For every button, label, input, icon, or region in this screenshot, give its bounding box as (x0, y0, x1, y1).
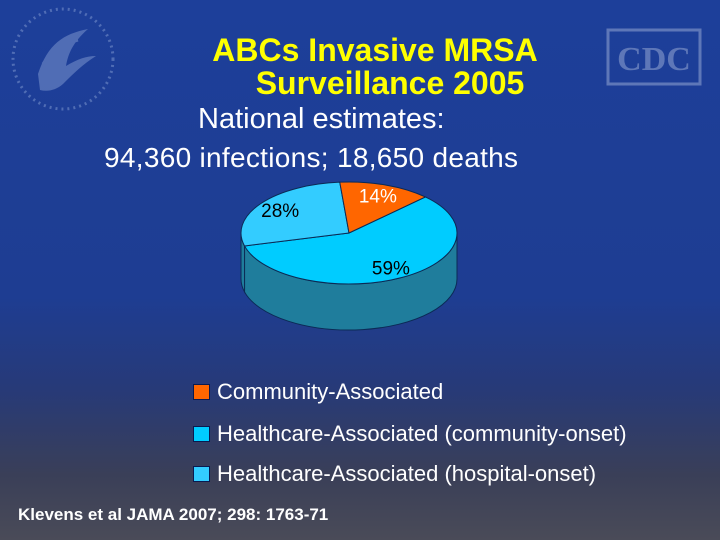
legend-swatch (193, 384, 210, 400)
pie-slice (339, 181, 427, 234)
cdc-logo: CDC (606, 28, 702, 86)
title-line-2: Surveillance 2005 (255, 65, 525, 101)
pie-slice (243, 196, 458, 285)
hhs-eagle-logo (11, 7, 115, 111)
title-line-1: ABCs Invasive MRSA (212, 32, 538, 68)
legend-swatch (193, 466, 210, 482)
legend-swatch (193, 426, 210, 442)
slide-title: ABCs Invasive MRSA Surveillance 2005 (0, 34, 720, 100)
legend-label: Healthcare-Associated (community-onset) (217, 421, 627, 446)
pie-slice (240, 181, 350, 247)
legend-label: Healthcare-Associated (hospital-onset) (217, 461, 597, 486)
legend-label: Community-Associated (217, 379, 444, 404)
citation: Klevens et al JAMA 2007; 298: 1763-71 (18, 505, 329, 524)
pie-data-label: 28% (261, 201, 299, 222)
subtitle-line-2: 94,360 infections; 18,650 deaths (104, 142, 519, 173)
pie-data-label: 59% (372, 259, 410, 280)
cdc-logo-text: CDC (617, 41, 691, 78)
subtitle-line-1: National estimates: (198, 103, 445, 135)
pie-data-label: 14% (359, 187, 397, 208)
